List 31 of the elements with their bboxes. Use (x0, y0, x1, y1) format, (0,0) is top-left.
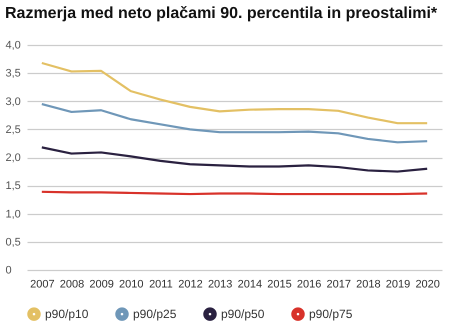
y-tick-label: 2,5 (6, 124, 21, 136)
x-tick-label: 2017 (326, 278, 351, 290)
line-series (40, 62, 428, 124)
y-tick-label: 0 (6, 264, 12, 276)
y-tick-label: 3,5 (6, 68, 21, 80)
legend-label: p90/p25 (133, 307, 177, 322)
x-tick-label: 2019 (386, 278, 410, 290)
x-tick-label: 2007 (30, 278, 55, 290)
x-tick-label: 2014 (238, 278, 262, 290)
line-series (40, 102, 428, 144)
x-tick-label: 2010 (119, 278, 144, 290)
x-tick-label: 2008 (60, 278, 84, 290)
y-tick-label: 1,5 (6, 180, 21, 192)
x-tick-label: 2009 (89, 278, 114, 290)
y-tick-label: 1,0 (6, 208, 21, 220)
y-tick-label: 4,0 (6, 40, 21, 52)
y-tick-label: 2,0 (6, 152, 21, 164)
chart-title: Razmerja med neto plačami 90. percentila in preostalimi* (5, 5, 438, 22)
x-tick-label: 2018 (356, 278, 381, 290)
line-series (40, 146, 428, 173)
y-tick-label: 3,0 (6, 96, 21, 108)
x-tick-label: 2011 (149, 278, 173, 290)
legend-label: p90/p75 (309, 307, 353, 322)
y-tick-label: 0,5 (6, 236, 21, 248)
x-tick-label: 2012 (178, 278, 203, 290)
x-tick-label: 2013 (208, 278, 232, 290)
legend-label: p90/p50 (221, 307, 265, 322)
x-tick-label: 2020 (415, 278, 440, 290)
x-tick-label: 2016 (296, 278, 322, 290)
x-tick-label: 2015 (267, 278, 292, 290)
legend-label: p90/p10 (45, 307, 89, 322)
